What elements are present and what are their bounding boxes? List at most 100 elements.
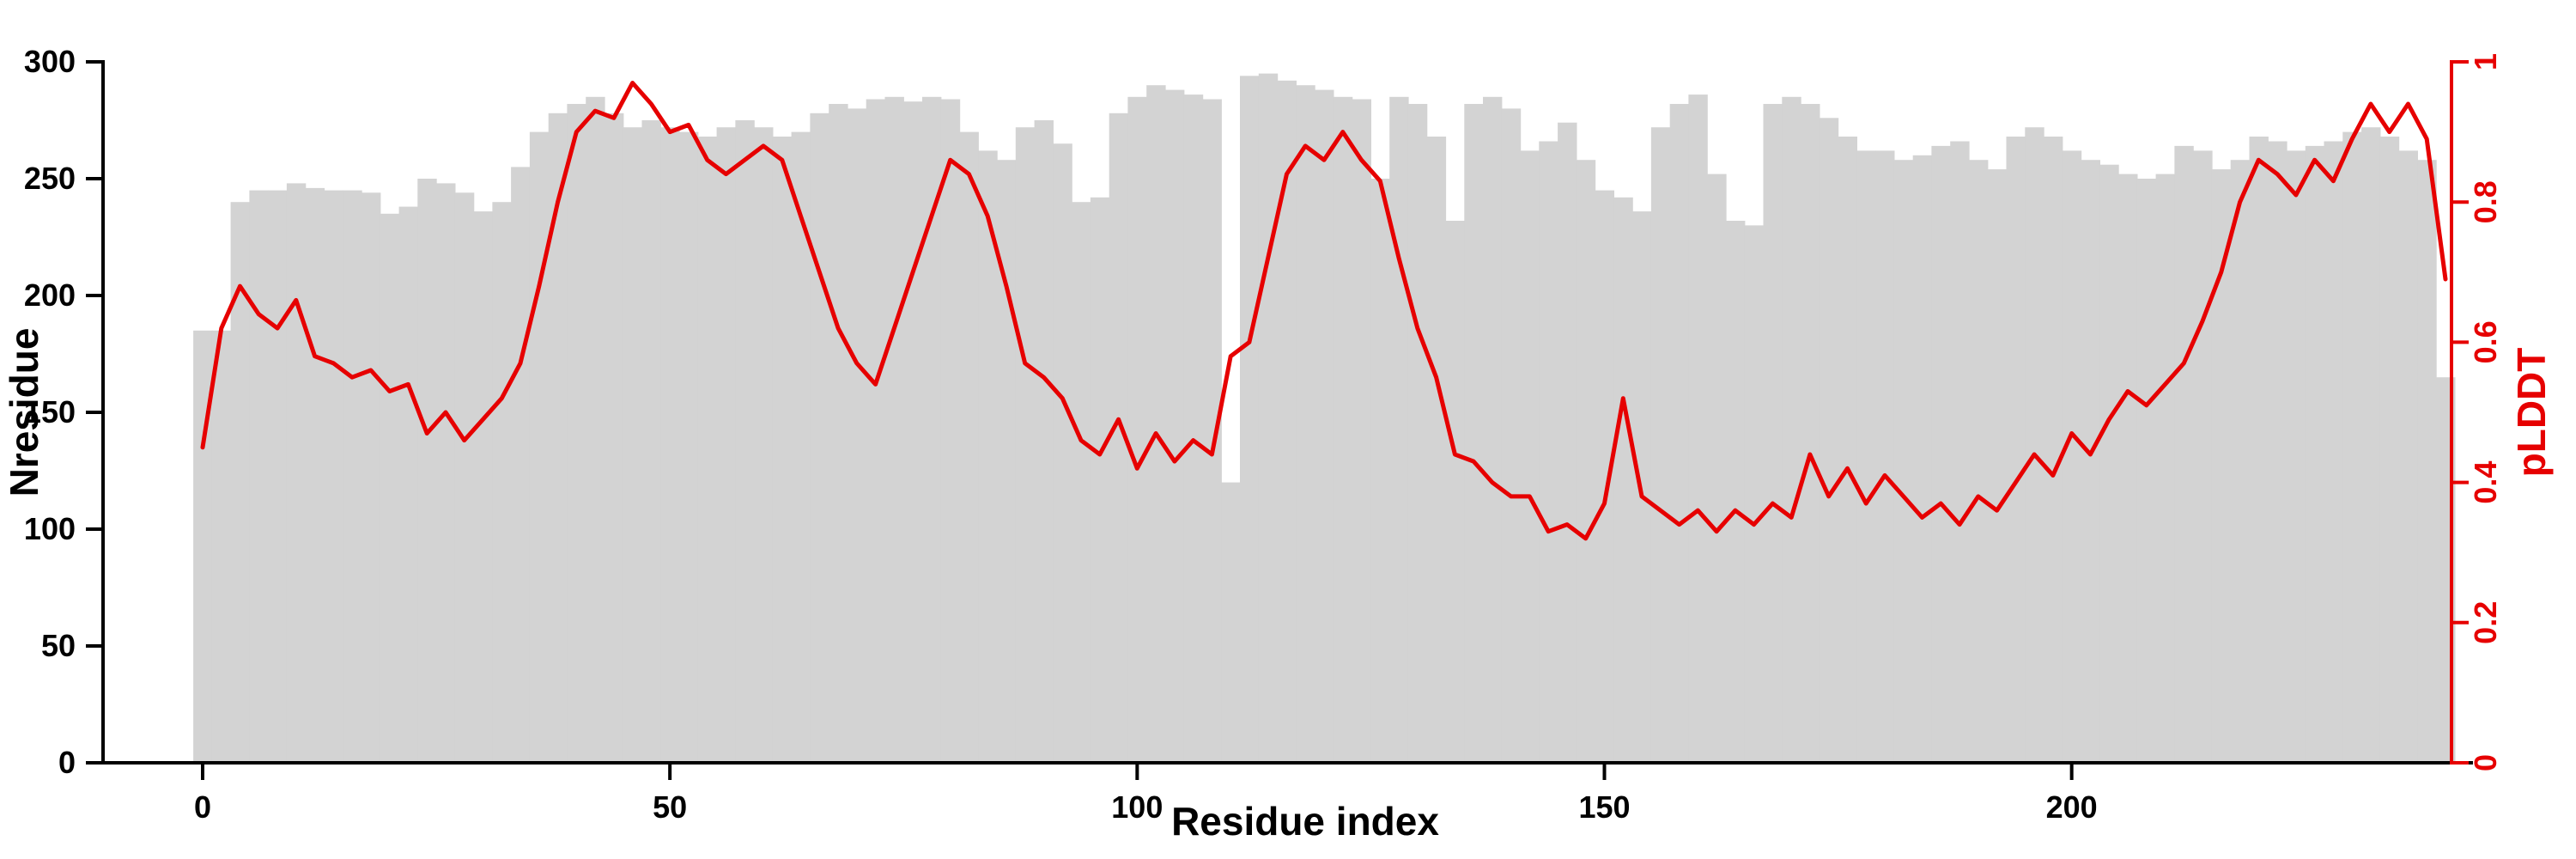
y-left-tick-label: 100: [24, 511, 76, 546]
nresidue-bar: [417, 179, 437, 763]
plddt-polyline: [200, 81, 2448, 541]
nresidue-bar: [1146, 85, 1166, 763]
nresidue-bar: [1539, 141, 1558, 763]
nresidue-bar: [829, 104, 848, 763]
nresidue-bar: [1950, 141, 1970, 763]
nresidue-bar: [1782, 96, 1801, 764]
nresidue-bar: [324, 190, 343, 764]
nresidue-bar: [586, 96, 605, 764]
nresidue-bar: [211, 330, 232, 763]
nresidue-bar: [1595, 190, 1614, 764]
nresidue-bar: [2136, 179, 2157, 763]
nresidue-bar: [1726, 221, 1746, 763]
y-right-tick-label: 0.8: [2468, 180, 2503, 223]
nresidue-bar: [2305, 145, 2325, 763]
nresidue-bar: [2287, 150, 2306, 763]
nresidue-bar: [922, 96, 942, 764]
nresidue-bar: [1893, 160, 1914, 763]
nresidue-bar: [436, 183, 456, 763]
nresidue-bar: [1221, 482, 1241, 763]
nresidue-bar: [1127, 96, 1147, 764]
nresidue-bar: [1426, 137, 1447, 763]
nresidue-bar: [791, 131, 811, 764]
x-tick-label: 100: [1111, 789, 1163, 825]
nresidue-bar: [884, 96, 904, 764]
x-tick-label: 0: [194, 789, 211, 825]
nresidue-bar: [2118, 174, 2138, 764]
nresidue-bar: [1407, 104, 1428, 763]
nresidue-bar: [1912, 155, 1933, 764]
nresidue-bar: [2230, 160, 2251, 763]
nresidue-bar: [1669, 104, 1690, 763]
nresidue-bar: [641, 120, 661, 763]
nresidue-bar: [1352, 99, 1371, 763]
nresidue-bar: [230, 202, 250, 763]
nresidue-bar: [848, 108, 867, 763]
nresidue-bar: [1202, 99, 1222, 763]
nresidue-bar: [997, 160, 1017, 763]
nresidue-bar: [1969, 160, 1989, 763]
nresidue-bar: [268, 190, 288, 764]
y-right-tick-label: 0.6: [2468, 320, 2503, 363]
nresidue-bar: [1763, 104, 1783, 763]
nresidue-bar: [1183, 94, 1204, 764]
nresidue-bar: [2361, 127, 2381, 763]
nresidue-bar: [978, 150, 998, 763]
y-left-tick-label: 300: [24, 44, 76, 79]
nresidue-bar: [305, 187, 325, 763]
nresidue-bar: [1053, 143, 1072, 763]
plddt-line: [200, 81, 2448, 541]
nresidue-bar: [2379, 137, 2400, 763]
x-tick-label: 50: [653, 789, 687, 825]
nresidue-bar: [1315, 89, 1334, 764]
nresidue-bar: [398, 206, 418, 764]
nresidue-bar: [2268, 141, 2287, 763]
nresidue-bar: [1258, 73, 1279, 764]
nresidue-bar: [959, 131, 979, 764]
nresidue-bar: [1296, 85, 1315, 763]
nresidue-bar: [697, 137, 718, 763]
nresidue-bar: [1744, 225, 1765, 763]
nresidue-bar: [1240, 76, 1260, 764]
nresidue-bar: [1445, 221, 1465, 763]
nresidue-bar: [1707, 174, 1727, 764]
nresidue-bar: [1558, 122, 1577, 763]
nresidue-bar: [1856, 150, 1876, 763]
nresidue-bar: [2044, 137, 2063, 763]
x-tick-label: 150: [1578, 789, 1630, 825]
nresidue-bar: [2099, 164, 2119, 763]
nresidue-bar: [1464, 104, 1484, 763]
nresidue-bar: [249, 190, 269, 764]
nresidue-bar: [1650, 127, 1671, 763]
nresidue-bar: [1072, 202, 1091, 763]
nresidue-bar: [660, 127, 680, 763]
nresidue-bar: [548, 113, 568, 764]
nresidue-bar: [1875, 150, 1895, 763]
nresidue-bar: [567, 104, 586, 763]
nresidue-bar: [1838, 137, 1857, 763]
nresidue-bar: [2324, 141, 2343, 763]
nresidue-bar: [1987, 169, 2008, 764]
nresidue-bar: [1801, 104, 1820, 763]
nresidue-bar: [716, 127, 736, 763]
nresidue-bar: [1015, 127, 1036, 763]
nresidue-bar: [866, 99, 886, 763]
y-left-tick-label: 150: [24, 394, 76, 430]
nresidue-bar: [1034, 120, 1054, 763]
nresidue-bar: [2211, 169, 2232, 764]
y-right-tick-label: 0.2: [2468, 601, 2503, 644]
nresidue-bar: [1277, 80, 1297, 764]
nresidue-bar: [380, 213, 400, 764]
nresidue-bar: [2417, 160, 2437, 763]
nresidue-bar: [2249, 137, 2269, 763]
y-left-tick-label: 250: [24, 161, 76, 196]
nresidue-bar: [1931, 145, 1951, 763]
x-axis-title: Residue index: [1171, 799, 1439, 844]
nresidue-bar: [343, 190, 362, 764]
nresidue-bar: [679, 131, 699, 764]
axes: 0 50 100 150 200 250 300 0 50 100 150 200 0 0.2 0.4 0.6…: [24, 44, 2503, 825]
nresidue-bar: [2342, 131, 2362, 764]
nresidue-bar: [1520, 150, 1540, 763]
nresidue-bar: [1501, 108, 1522, 763]
